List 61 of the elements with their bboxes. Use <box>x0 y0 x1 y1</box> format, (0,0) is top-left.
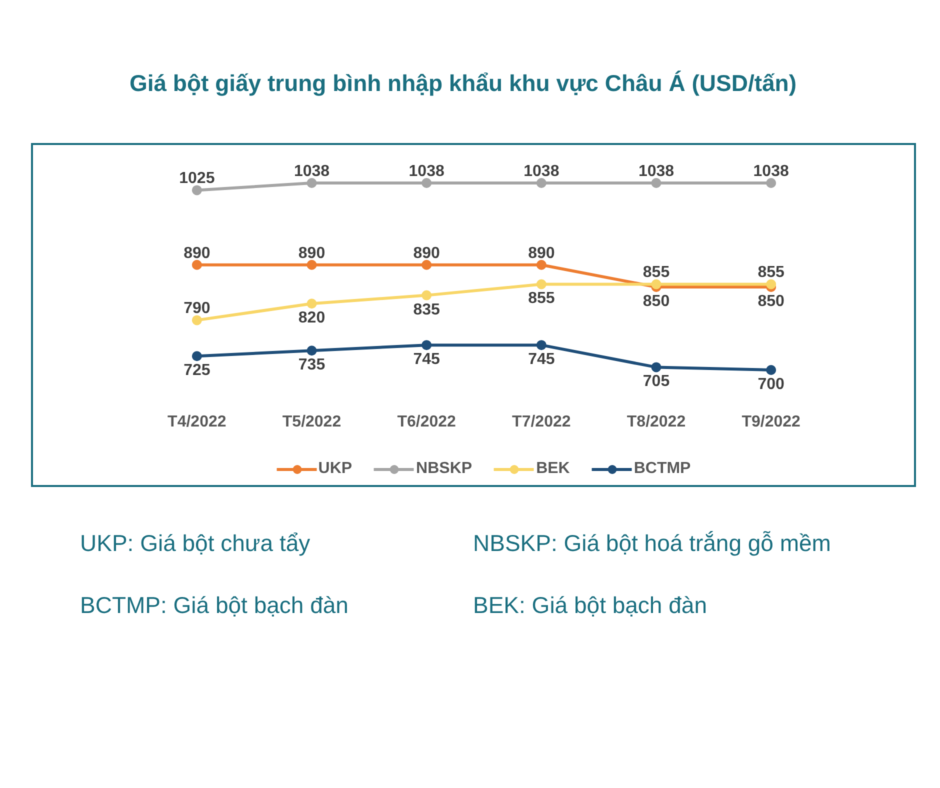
text: NBSKP: Giá bột hoá trắng gỗ mềm <box>473 529 831 558</box>
data-label: 890 <box>298 244 326 262</box>
point <box>536 340 546 350</box>
data-label: 850 <box>642 293 670 310</box>
point <box>651 178 662 188</box>
point <box>651 362 662 372</box>
point <box>306 178 317 188</box>
data-label: 1038 <box>638 163 674 180</box>
legend-label: NBSKP <box>416 460 472 478</box>
x-tick-label: T7/2022 <box>512 414 571 430</box>
data-label: 790 <box>184 300 210 318</box>
data-label: 745 <box>528 351 555 368</box>
data-label: 1038 <box>524 163 560 180</box>
data-label: 1038 <box>408 163 444 180</box>
data-label: 1038 <box>294 163 330 180</box>
data-label: 835 <box>413 301 440 318</box>
x-tick-label: T5/2022 <box>282 414 342 430</box>
legend-label: UKP <box>318 460 352 478</box>
point <box>766 178 776 188</box>
point <box>422 290 432 300</box>
data-label: 725 <box>184 362 210 380</box>
data-label: 855 <box>528 290 555 308</box>
data-label: 705 <box>642 373 670 390</box>
point <box>536 279 546 290</box>
data-label: 1038 <box>753 163 789 180</box>
text: BCTMP: Giá bột bạch đàn <box>80 591 348 620</box>
data-label: 890 <box>528 244 555 262</box>
text: UKP: Giá bột chưa tẩy <box>80 529 310 558</box>
point <box>536 178 546 188</box>
data-label: 735 <box>298 356 326 374</box>
point <box>651 279 662 290</box>
text: BEK: Giá bột bạch đàn <box>473 591 707 620</box>
data-label: 700 <box>758 376 785 393</box>
data-label: 820 <box>298 310 326 327</box>
legend-label: BEK <box>536 460 570 478</box>
point <box>766 279 776 290</box>
x-tick-label: T4/2022 <box>168 414 226 430</box>
point <box>422 260 432 270</box>
point <box>422 178 432 188</box>
data-label: 855 <box>642 264 670 282</box>
x-tick-label: T9/2022 <box>742 414 801 430</box>
point <box>306 298 317 309</box>
point <box>192 351 202 362</box>
data-label: 855 <box>758 264 785 282</box>
data-label: 745 <box>413 351 440 368</box>
legend-label: BCTMP <box>634 460 691 478</box>
data-label: 1025 <box>179 170 215 188</box>
chart-title: Giá bột giấy trung bình nhập khẩu khu vực Châu Á (USD/tấn) <box>128 69 798 98</box>
point <box>306 260 317 270</box>
point <box>766 364 776 375</box>
point <box>192 260 202 270</box>
point <box>536 260 546 270</box>
data-label: 890 <box>184 244 210 262</box>
point <box>422 340 432 350</box>
data-label: 890 <box>413 244 440 262</box>
point <box>192 185 202 196</box>
point <box>306 346 317 356</box>
point <box>192 315 202 326</box>
x-tick-label: T8/2022 <box>626 414 686 430</box>
x-tick-label: T6/2022 <box>397 414 456 430</box>
data-label: 850 <box>758 293 785 310</box>
